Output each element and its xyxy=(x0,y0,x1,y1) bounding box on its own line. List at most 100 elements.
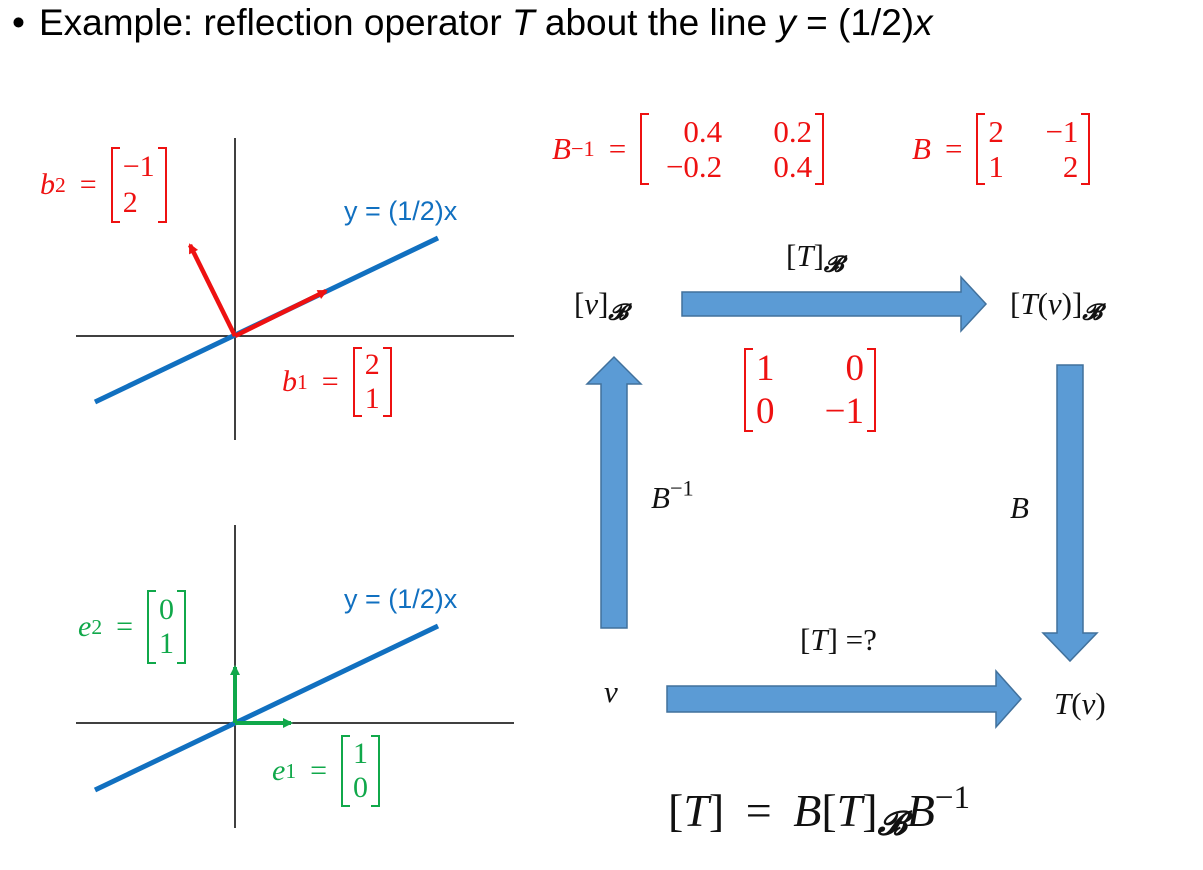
t-q-close: ] xyxy=(827,622,838,657)
tv-paren: ( xyxy=(1071,686,1082,721)
b-inverse-eq: = xyxy=(608,131,627,166)
b-r1c1: 2 xyxy=(988,114,1004,149)
bottom-plot xyxy=(76,525,514,828)
b-name: B xyxy=(912,131,931,166)
b-inverse-matrix: B −1 = 0.4 0.2 −0.2 0.4 xyxy=(552,108,825,190)
b1-eq: = xyxy=(321,365,339,398)
title-equation: = (1/2) xyxy=(795,2,915,43)
b2-v2: 2 xyxy=(122,186,138,219)
label-b: B xyxy=(1010,490,1029,525)
tv-b-paren-close: ) xyxy=(1061,286,1072,321)
formula-lhs-T: T xyxy=(683,785,709,836)
t-b-r2c1: 0 xyxy=(756,391,775,432)
title-y: y xyxy=(777,2,796,43)
b-inverse-name: B xyxy=(552,131,571,166)
slide-title: • Example: reflection operator T about th… xyxy=(12,2,933,44)
v-b-sub: 𝓑 xyxy=(608,299,629,326)
e1-v1: 1 xyxy=(353,737,369,770)
e1-v2: 0 xyxy=(353,771,369,804)
t-q-T: T xyxy=(810,622,828,657)
main-formula: [T] = B[T]𝓑B−1 xyxy=(668,781,970,843)
b-inverse-r2c1: −0.2 xyxy=(665,149,723,184)
formula-sup: −1 xyxy=(934,778,971,816)
b-inverse-r2c2: 0.4 xyxy=(773,149,813,184)
node-v: v xyxy=(604,674,618,709)
b-eq: = xyxy=(944,131,963,166)
b2-name: b xyxy=(40,168,55,201)
e2-v1: 0 xyxy=(159,593,175,626)
b-r1c2: −1 xyxy=(1045,114,1079,149)
e2-eq: = xyxy=(116,610,134,643)
b2-vector-value: −1 2 xyxy=(110,147,167,223)
formula-B2: B xyxy=(906,785,935,836)
formula-B: B xyxy=(793,785,822,836)
tv-b-v: v xyxy=(1047,286,1062,321)
arrow-top-right xyxy=(681,275,988,333)
arrow-left-up xyxy=(585,355,643,629)
formula-T2: T xyxy=(836,785,863,836)
v-b-close: ] xyxy=(598,286,609,321)
title-T: T xyxy=(511,2,535,43)
top-line-label-text: y = (1/2)x xyxy=(344,196,458,226)
t-q-open: [ xyxy=(800,622,811,657)
b-inverse-r1c1: 0.4 xyxy=(683,114,723,149)
t-q-rest: =? xyxy=(837,622,877,657)
b-inv-label-name: B xyxy=(651,480,670,515)
b-inverse-values: 0.4 0.2 −0.2 0.4 xyxy=(640,113,825,185)
b2-sub: 2 xyxy=(55,172,66,197)
node-tv: T(v) xyxy=(1054,686,1106,722)
t-b-r1c2: 0 xyxy=(845,348,865,389)
bottom-line-label: y = (1/2)x xyxy=(344,584,457,615)
b2-eq: = xyxy=(79,168,97,201)
arrow-right-down xyxy=(1041,364,1099,663)
arrow-bottom-right xyxy=(666,669,1023,729)
bullet-glyph: • xyxy=(12,2,25,43)
formula-sub: 𝓑 xyxy=(877,803,907,843)
t-b-close: ] xyxy=(813,238,824,273)
b-inv-label-sup: −1 xyxy=(669,475,694,501)
tv-b-close: ] xyxy=(1072,286,1083,321)
tv-T: T xyxy=(1054,686,1072,721)
tv-paren-close: ) xyxy=(1095,686,1106,721)
tv-b-sub: 𝓑 xyxy=(1082,299,1103,326)
e2-sub: 2 xyxy=(91,614,103,639)
v-b-open: [ xyxy=(574,286,585,321)
label-b-inverse: B−1 xyxy=(651,477,694,516)
e1-name: e xyxy=(272,754,286,787)
b1-vector xyxy=(234,288,328,339)
t-b-T: T xyxy=(796,238,814,273)
e2-name: e xyxy=(78,610,92,643)
t-b-sub: 𝓑 xyxy=(823,251,844,278)
b1-v2: 1 xyxy=(364,382,380,415)
b2-v1: −1 xyxy=(122,150,155,183)
label-t-question: [T] =? xyxy=(800,622,877,658)
e1-eq: = xyxy=(310,754,328,787)
tv-b-open: [ xyxy=(1010,286,1021,321)
b1-name: b xyxy=(282,365,297,398)
v-b-v: v xyxy=(584,286,599,321)
t-b-r1c1: 1 xyxy=(756,348,775,389)
node-v-b: [v]𝓑 xyxy=(574,286,628,326)
b1-v1: 2 xyxy=(364,348,380,381)
bottom-line-label-text: y = (1/2)x xyxy=(344,584,458,614)
formula-lhs-open: [ xyxy=(668,785,684,836)
b-r2c2: 2 xyxy=(1062,149,1079,184)
b-r2c1: 1 xyxy=(988,149,1004,184)
e1-sub: 1 xyxy=(285,758,297,783)
b1-sub: 1 xyxy=(297,369,308,394)
formula-close2: ] xyxy=(862,785,878,836)
title-x: x xyxy=(914,2,933,43)
top-line-label: y = (1/2)x xyxy=(344,196,457,227)
label-t-b: [T]𝓑 xyxy=(786,238,844,278)
b2-vector xyxy=(187,243,238,337)
title-middle: about the line xyxy=(534,2,778,43)
